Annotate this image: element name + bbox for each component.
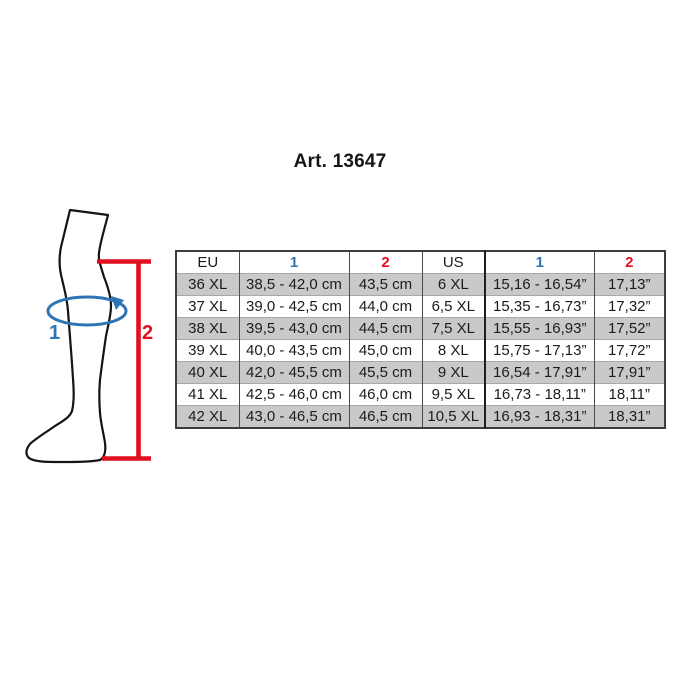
table-cell: 42,0 - 45,5 cm	[238, 361, 349, 384]
table-cell: 42 XL	[188, 408, 228, 425]
table-row: 42 XL 43,0 - 46,5 cm 46,5 cm 10,5 XL 16,93 -…	[176, 405, 665, 428]
table-cell: 39,0 - 42,5 cm	[238, 295, 349, 318]
table-cell: 6,5 XL	[421, 295, 485, 318]
table-cell: 45,0 cm	[348, 339, 422, 362]
table-cell: 15,35 - 16,73”	[484, 295, 594, 318]
table-cell: 17,91”	[593, 361, 665, 384]
table-cell: 9 XL	[421, 361, 485, 384]
table-cell: 40 XL	[188, 364, 228, 381]
circumference-label: 1	[49, 322, 60, 344]
table-cell: 42,5 - 46,0 cm	[238, 383, 349, 406]
table-cell: 40,0 - 43,5 cm	[238, 339, 349, 362]
table-cell: 38,5 - 42,0 cm	[238, 273, 349, 296]
table-cell: 39 XL	[188, 342, 228, 359]
boot-measurement-diagram: 1 2	[25, 208, 153, 464]
table-body: 36 XL 38,5 - 42,0 cm 43,5 cm 6 XL 15,16 - 16…	[176, 273, 665, 428]
table-cell: 15,16 - 16,54”	[484, 273, 594, 296]
table-cell: 17,13”	[593, 273, 665, 296]
leg-outline	[25, 208, 113, 464]
table-cell: 38 XL	[188, 320, 228, 337]
table-row: 41 XL 42,5 - 46,0 cm 46,0 cm 9,5 XL 16,73 - …	[176, 383, 665, 406]
header-row: EU 1 2 US 1 2	[176, 251, 665, 274]
table-cell: 15,75 - 17,13”	[484, 339, 594, 362]
table-cell: 17,32”	[593, 295, 665, 318]
table-row: 38 XL 39,5 - 43,0 cm 44,5 cm 7,5 XL 15,55 - …	[176, 317, 665, 340]
table-cell: 44,0 cm	[348, 295, 422, 318]
table-cell: 37 XL	[188, 298, 228, 315]
table-cell: 8 XL	[421, 339, 485, 362]
table-row: 40 XL 42,0 - 45,5 cm 45,5 cm 9 XL 16,54 - 17…	[176, 361, 665, 384]
calf-circumference-ellipse	[46, 295, 128, 327]
table-cell: 45,5 cm	[348, 361, 422, 384]
table-cell: 16,73 - 18,11”	[484, 383, 594, 406]
table-cell: 16,93 - 18,31”	[484, 405, 594, 428]
circumference-arrowhead-icon	[111, 296, 124, 310]
table-cell: 7,5 XL	[421, 317, 485, 340]
table-cell: 39,5 - 43,0 cm	[238, 317, 349, 340]
table-cell: 6 XL	[421, 273, 485, 296]
table-cell: 46,5 cm	[348, 405, 422, 428]
table-cell: 43,0 - 46,5 cm	[238, 405, 349, 428]
table-cell: 15,55 - 16,93”	[484, 317, 594, 340]
table-cell: 17,52”	[593, 317, 665, 340]
table-row: 37 XL 39,0 - 42,5 cm 44,0 cm 6,5 XL 15,35 - …	[176, 295, 665, 318]
header-cell: US	[421, 251, 485, 274]
header-cell: 1	[238, 251, 349, 274]
table-cell: 10,5 XL	[421, 405, 485, 428]
table-cell: 18,31”	[593, 405, 665, 428]
header-cell: 1	[484, 251, 594, 274]
table-row: 36 XL 38,5 - 42,0 cm 43,5 cm 6 XL 15,16 - 16…	[176, 273, 665, 296]
table-cell: 18,11”	[593, 383, 665, 406]
table-cell: 43,5 cm	[348, 273, 422, 296]
table-cell: 9,5 XL	[421, 383, 485, 406]
page-title: Art. 13647	[293, 151, 387, 172]
table-row: 39 XL 40,0 - 43,5 cm 45,0 cm 8 XL 15,75 - 17…	[176, 339, 665, 362]
table-cell: 41 XL	[188, 386, 228, 403]
size-chart-table: EU 1 2 US 1 2 36 XL 38,5 - 42,0 cm 43,5 cm 6 XL 1…	[175, 250, 666, 429]
header-cell: EU	[197, 254, 219, 271]
header-cell: 2	[593, 251, 665, 274]
table-cell: 44,5 cm	[348, 317, 422, 340]
table-cell: 17,72”	[593, 339, 665, 362]
height-label: 2	[142, 322, 153, 344]
table-cell: 46,0 cm	[348, 383, 422, 406]
table-cell: 16,54 - 17,91”	[484, 361, 594, 384]
header-cell: 2	[348, 251, 422, 274]
table-cell: 36 XL	[188, 276, 228, 293]
